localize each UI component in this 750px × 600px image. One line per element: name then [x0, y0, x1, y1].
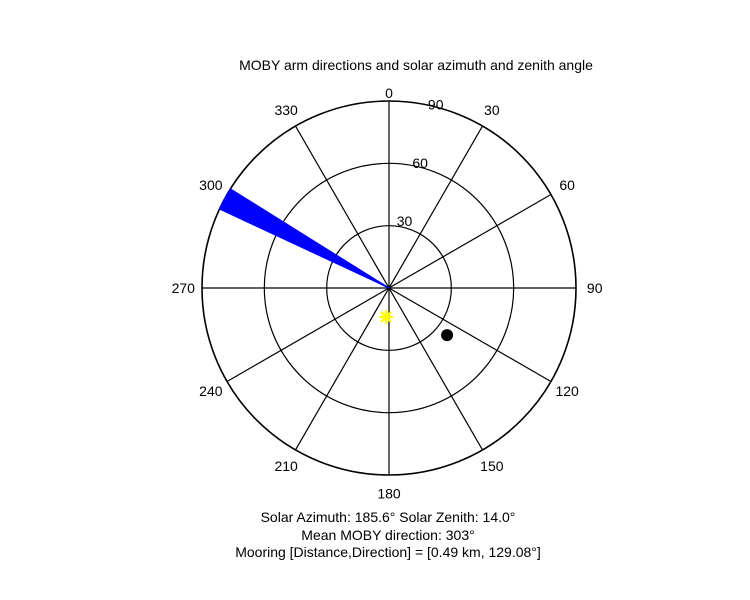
angle-tick-labels: 0 30 60 90 120 150 180 210 240 270 300 330	[172, 85, 603, 502]
angle-tick-label-210: 210	[274, 458, 298, 474]
radial-tick-label-90: 90	[428, 97, 444, 113]
moby-arm-directions	[218, 188, 390, 289]
angle-tick-label-60: 60	[559, 177, 575, 193]
angle-tick-label-180: 180	[377, 486, 401, 502]
sun-marker	[378, 309, 394, 325]
moby-arm-line	[226, 194, 390, 289]
chart-title: MOBY arm directions and solar azimuth an…	[239, 57, 593, 73]
moby-arm-line	[220, 205, 390, 289]
angle-tick-label-330: 330	[274, 102, 298, 118]
mooring-caption: Mooring [Distance,Direction] = [0.49 km,…	[235, 544, 541, 560]
angle-tick-label-270: 270	[172, 280, 196, 296]
radial-tick-labels: 30 60 90	[397, 97, 444, 229]
angle-tick-label-150: 150	[480, 458, 504, 474]
moby-arm-line	[230, 188, 390, 289]
moby-arm-line	[222, 202, 390, 289]
angle-tick-label-120: 120	[555, 383, 579, 399]
mooring-marker	[441, 329, 454, 342]
angle-tick-label-300: 300	[199, 177, 223, 193]
radial-tick-label-30: 30	[397, 213, 413, 229]
sun-marker-core	[383, 313, 390, 320]
angle-tick-label-0: 0	[385, 85, 393, 101]
angle-tick-label-90: 90	[587, 280, 603, 296]
moby-arm-line	[228, 191, 390, 289]
angle-tick-label-30: 30	[484, 102, 500, 118]
solar-caption: Solar Azimuth: 185.6° Solar Zenith: 14.0…	[260, 509, 516, 525]
moby-direction-caption: Mean MOBY direction: 303°	[301, 527, 475, 543]
moby-arm-line	[223, 199, 390, 289]
moby-arm-line	[219, 208, 390, 289]
angle-tick-label-240: 240	[199, 383, 223, 399]
radial-tick-label-60: 60	[412, 155, 428, 171]
markers	[378, 309, 454, 342]
moby-arm-line	[225, 196, 390, 289]
